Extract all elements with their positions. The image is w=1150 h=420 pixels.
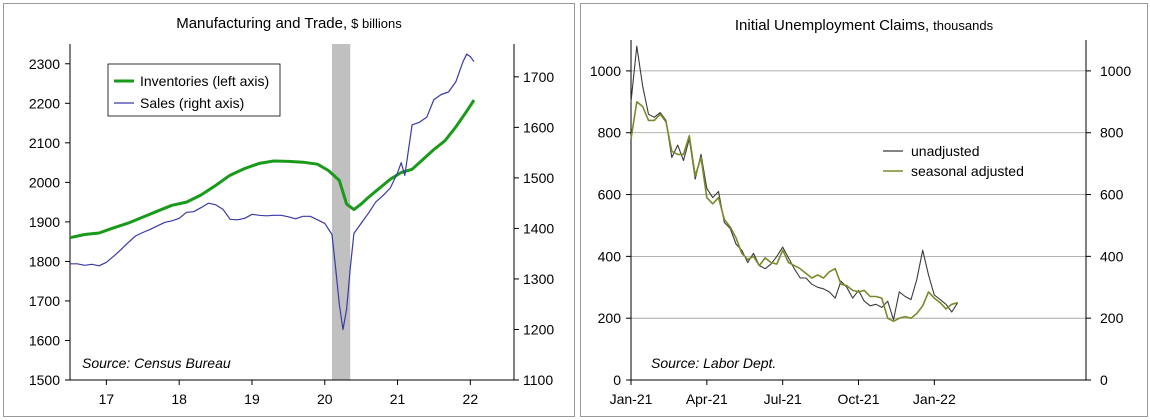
right-tick-label: 1300 bbox=[523, 271, 554, 287]
x-tick-label: Jan-22 bbox=[913, 391, 956, 407]
x-tick-label: Apr-21 bbox=[686, 391, 728, 407]
series-seasonal-line bbox=[630, 101, 958, 323]
chart-title: Initial Unemployment Claims, thousands bbox=[735, 17, 994, 34]
left-tick-label: 2000 bbox=[29, 174, 60, 190]
left-tick-label: 2100 bbox=[29, 135, 60, 151]
legend-label-seasonal: seasonal adjusted bbox=[911, 163, 1024, 179]
x-tick-label: 22 bbox=[463, 391, 479, 407]
x-tick-label: 20 bbox=[317, 391, 333, 407]
chart-panel-manufacturing: Manufacturing and Trade, $ billions 1500 16… bbox=[3, 3, 575, 417]
series-unadjusted-line bbox=[630, 45, 959, 321]
left-tick-label: 800 bbox=[598, 125, 622, 141]
left-tick-label: 2300 bbox=[29, 56, 60, 72]
right-tick-label: 1700 bbox=[523, 69, 554, 85]
left-tick-label: 0 bbox=[613, 372, 621, 388]
chart-title-main: Manufacturing and Trade, bbox=[176, 15, 347, 32]
recession-shade bbox=[332, 44, 351, 380]
left-tick-label: 2200 bbox=[29, 95, 60, 111]
manufacturing-chart: Manufacturing and Trade, $ billions 1500 16… bbox=[29, 15, 555, 407]
legend-label-sales: Sales (right axis) bbox=[140, 95, 244, 111]
left-tick-label: 200 bbox=[598, 310, 622, 326]
legend-label-inventories: Inventories (left axis) bbox=[140, 73, 269, 89]
right-tick-label: 600 bbox=[1100, 187, 1124, 203]
chart-title: Manufacturing and Trade, $ billions bbox=[176, 15, 402, 32]
right-tick-label: 0 bbox=[1100, 372, 1108, 388]
x-tick-label: 21 bbox=[390, 391, 406, 407]
x-tick-label: 17 bbox=[99, 391, 115, 407]
right-tick-label: 1200 bbox=[523, 321, 554, 337]
left-tick-label: 1800 bbox=[29, 253, 60, 269]
right-tick-label: 800 bbox=[1100, 125, 1124, 141]
left-tick-label: 1500 bbox=[29, 372, 60, 388]
series-sales-line bbox=[70, 53, 475, 331]
right-tick-label: 1000 bbox=[1100, 63, 1131, 79]
left-tick-label: 1900 bbox=[29, 214, 60, 230]
series-inventories-line bbox=[69, 99, 476, 240]
x-tick-label: 19 bbox=[244, 391, 260, 407]
chart-title-unit: thousands bbox=[933, 18, 993, 33]
x-tick-label: Oct-21 bbox=[837, 391, 879, 407]
legend-box bbox=[107, 63, 281, 117]
claims-chart: Initial Unemployment Claims, thousands 0 0 2… bbox=[590, 17, 1132, 407]
chart-panel-claims: Initial Unemployment Claims, thousands 0 0 2… bbox=[580, 3, 1148, 417]
left-tick-label: 600 bbox=[598, 187, 622, 203]
chart-title-main: Initial Unemployment Claims, bbox=[735, 17, 929, 34]
right-tick-label: 400 bbox=[1100, 248, 1124, 264]
source-note: Source: Labor Dept. bbox=[651, 355, 776, 371]
left-tick-label: 1600 bbox=[29, 332, 60, 348]
right-tick-label: 1400 bbox=[523, 220, 554, 236]
source-note: Source: Census Bureau bbox=[82, 355, 231, 371]
left-tick-label: 1000 bbox=[590, 63, 621, 79]
right-tick-label: 200 bbox=[1100, 310, 1124, 326]
x-tick-label: Jul-21 bbox=[764, 391, 802, 407]
right-tick-label: 1600 bbox=[523, 119, 554, 135]
right-tick-label: 1500 bbox=[523, 170, 554, 186]
x-tick-label: Jan-21 bbox=[610, 391, 653, 407]
chart-title-unit: $ billions bbox=[351, 16, 402, 31]
x-tick-label: 18 bbox=[171, 391, 187, 407]
left-tick-label: 400 bbox=[598, 248, 622, 264]
right-tick-label: 1100 bbox=[523, 372, 553, 388]
legend-label-unadjusted: unadjusted bbox=[911, 143, 980, 159]
left-tick-label: 1700 bbox=[29, 293, 60, 309]
